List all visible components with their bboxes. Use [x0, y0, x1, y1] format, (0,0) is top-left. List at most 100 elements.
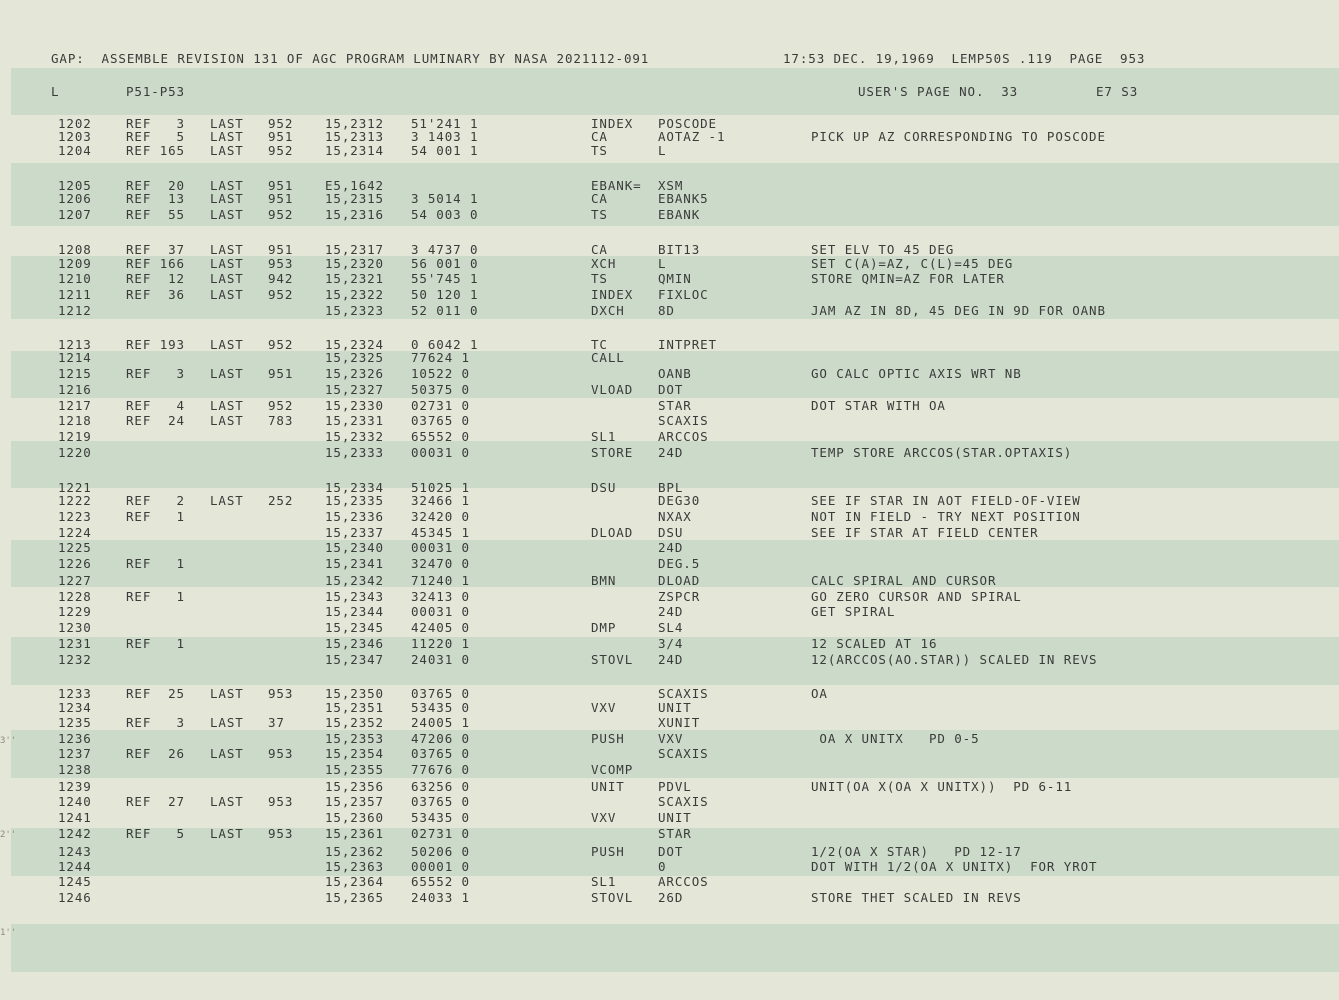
line-n: 1202	[58, 116, 92, 131]
listing-line: 1217 REF 4 LAST 952 15,2330 02731 0 STAR DOT ST…	[0, 398, 1339, 413]
line-n: 1244	[58, 859, 92, 874]
line-oct: 53435 0	[411, 700, 470, 715]
line-addr: 15,2353	[325, 731, 384, 746]
line-op: DXCH	[591, 303, 625, 318]
line-op: DMP	[591, 620, 617, 635]
listing-line: 1244 15,2363 00001 0 0 DOT WITH 1/2(OA X UNI…	[0, 859, 1339, 874]
line-opnd: DEG30	[658, 493, 701, 508]
line-addr: 15,2313	[325, 129, 384, 144]
listing-line: 1227 15,2342 71240 1 BMN DLOAD CALC SPIRAL AN…	[0, 573, 1339, 588]
line-ref: REF 1	[126, 589, 185, 604]
section-code: E7 S3	[1096, 84, 1139, 99]
line-oct: 11220 1	[411, 636, 470, 651]
line-addr: 15,2331	[325, 413, 384, 428]
line-n: 1206	[58, 191, 92, 206]
listing-line: 1226 REF 1 15,2341 32470 0 DEG.5	[0, 556, 1339, 571]
line-ref: REF 37	[126, 242, 185, 257]
line-oct: 24031 0	[411, 652, 470, 667]
line-opnd: 8D	[658, 303, 675, 318]
line-opnd: ARCCOS	[658, 874, 709, 889]
line-lnum: 953	[268, 794, 294, 809]
line-n: 1238	[58, 762, 92, 777]
line-ref: REF 26	[126, 746, 185, 761]
line-ref: REF 3	[126, 116, 185, 131]
listing-line: 1224 15,2337 45345 1 DLOAD DSU SEE IF STAR AT…	[0, 525, 1339, 540]
line-opnd: SL4	[658, 620, 684, 635]
line-op: TS	[591, 207, 608, 222]
line-addr: 15,2351	[325, 700, 384, 715]
line-n: 1241	[58, 810, 92, 825]
line-lnum: 953	[268, 746, 294, 761]
line-opnd: DEG.5	[658, 556, 701, 571]
line-lnum: 951	[268, 366, 294, 381]
line-lnum: 942	[268, 271, 294, 286]
line-addr: 15,2345	[325, 620, 384, 635]
line-addr: 15,2363	[325, 859, 384, 874]
line-n: 1223	[58, 509, 92, 524]
line-opnd: XUNIT	[658, 715, 701, 730]
listing-line: 1225 15,2340 00031 0 24D	[0, 540, 1339, 555]
line-n: 1239	[58, 779, 92, 794]
line-last: LAST	[210, 826, 244, 841]
line-addr: 15,2350	[325, 686, 384, 701]
line-oct: 00031 0	[411, 445, 470, 460]
line-ref: REF 55	[126, 207, 185, 222]
line-ref: REF 27	[126, 794, 185, 809]
line-opnd: ARCCOS	[658, 429, 709, 444]
margin-mark: 2''	[0, 830, 17, 840]
line-lnum: 783	[268, 413, 294, 428]
line-n: 1212	[58, 303, 92, 318]
line-n: 1203	[58, 129, 92, 144]
line-addr: 15,2314	[325, 143, 384, 158]
listing-line: 1222 REF 2 LAST 252 15,2335 32466 1 DEG30 SEE I…	[0, 493, 1339, 508]
line-oct: 00031 0	[411, 604, 470, 619]
line-opnd: 24D	[658, 604, 684, 619]
line-cmt: SEE IF STAR AT FIELD CENTER	[811, 525, 1039, 540]
line-opnd: SCAXIS	[658, 686, 709, 701]
line-addr: 15,2315	[325, 191, 384, 206]
line-n: 1220	[58, 445, 92, 460]
listing-line: 1210 REF 12 LAST 942 15,2321 55'745 1 TS QMIN ST…	[0, 271, 1339, 286]
line-oct: 54 001 1	[411, 143, 479, 158]
listing-line: 1216 15,2327 50375 0 VLOAD DOT	[0, 382, 1339, 397]
listing-line: 1223 REF 1 15,2336 32420 0 NXAX NOT IN FIELD …	[0, 509, 1339, 524]
line-n: 1233	[58, 686, 92, 701]
line-addr: 15,2320	[325, 256, 384, 271]
line-addr: 15,2342	[325, 573, 384, 588]
line-lnum: 953	[268, 256, 294, 271]
line-cmt: TEMP STORE ARCCOS(STAR.OPTAXIS)	[811, 445, 1073, 460]
line-cmt: OA X UNITX PD 0-5	[811, 731, 980, 746]
line-last: LAST	[210, 493, 244, 508]
listing-line: 1243 15,2362 50206 0 PUSH DOT 1/2(OA X STAR) …	[0, 844, 1339, 859]
line-oct: 03765 0	[411, 746, 470, 761]
line-lnum: 951	[268, 191, 294, 206]
line-n: 1224	[58, 525, 92, 540]
listing-timestamp-page: 17:53 DEC. 19,1969 LEMP50S .119 PAGE 953	[783, 51, 1146, 66]
line-cmt: GO CALC OPTIC AXIS WRT NB	[811, 366, 1022, 381]
line-lnum: 951	[268, 129, 294, 144]
line-addr: E5,1642	[325, 178, 384, 193]
subheader-program: P51-P53	[126, 84, 185, 99]
line-n: 1235	[58, 715, 92, 730]
line-addr: 15,2343	[325, 589, 384, 604]
line-cmt: SET ELV TO 45 DEG	[811, 242, 955, 257]
line-lnum: 952	[268, 287, 294, 302]
line-op: SL1	[591, 874, 617, 889]
line-lnum: 951	[268, 178, 294, 193]
line-ref: REF 166	[126, 256, 185, 271]
line-op: VXV	[591, 810, 617, 825]
line-n: 1245	[58, 874, 92, 889]
listing-line: 1212 15,2323 52 011 0 DXCH 8D JAM AZ IN 8D, 4…	[0, 303, 1339, 318]
line-cmt: GET SPIRAL	[811, 604, 896, 619]
line-lnum: 953	[268, 826, 294, 841]
line-cmt: STORE QMIN=AZ FOR LATER	[811, 271, 1005, 286]
line-opnd: ZSPCR	[658, 589, 701, 604]
line-oct: 03765 0	[411, 794, 470, 809]
line-addr: 15,2330	[325, 398, 384, 413]
line-opnd: SCAXIS	[658, 413, 709, 428]
line-addr: 15,2332	[325, 429, 384, 444]
line-op: VLOAD	[591, 382, 634, 397]
line-ref: REF 1	[126, 636, 185, 651]
line-n: 1228	[58, 589, 92, 604]
subheader-L: L	[51, 84, 60, 99]
